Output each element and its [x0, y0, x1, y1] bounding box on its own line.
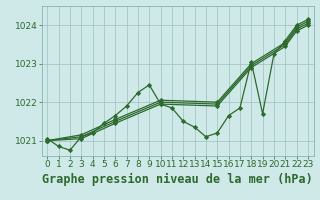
- X-axis label: Graphe pression niveau de la mer (hPa): Graphe pression niveau de la mer (hPa): [42, 173, 313, 186]
